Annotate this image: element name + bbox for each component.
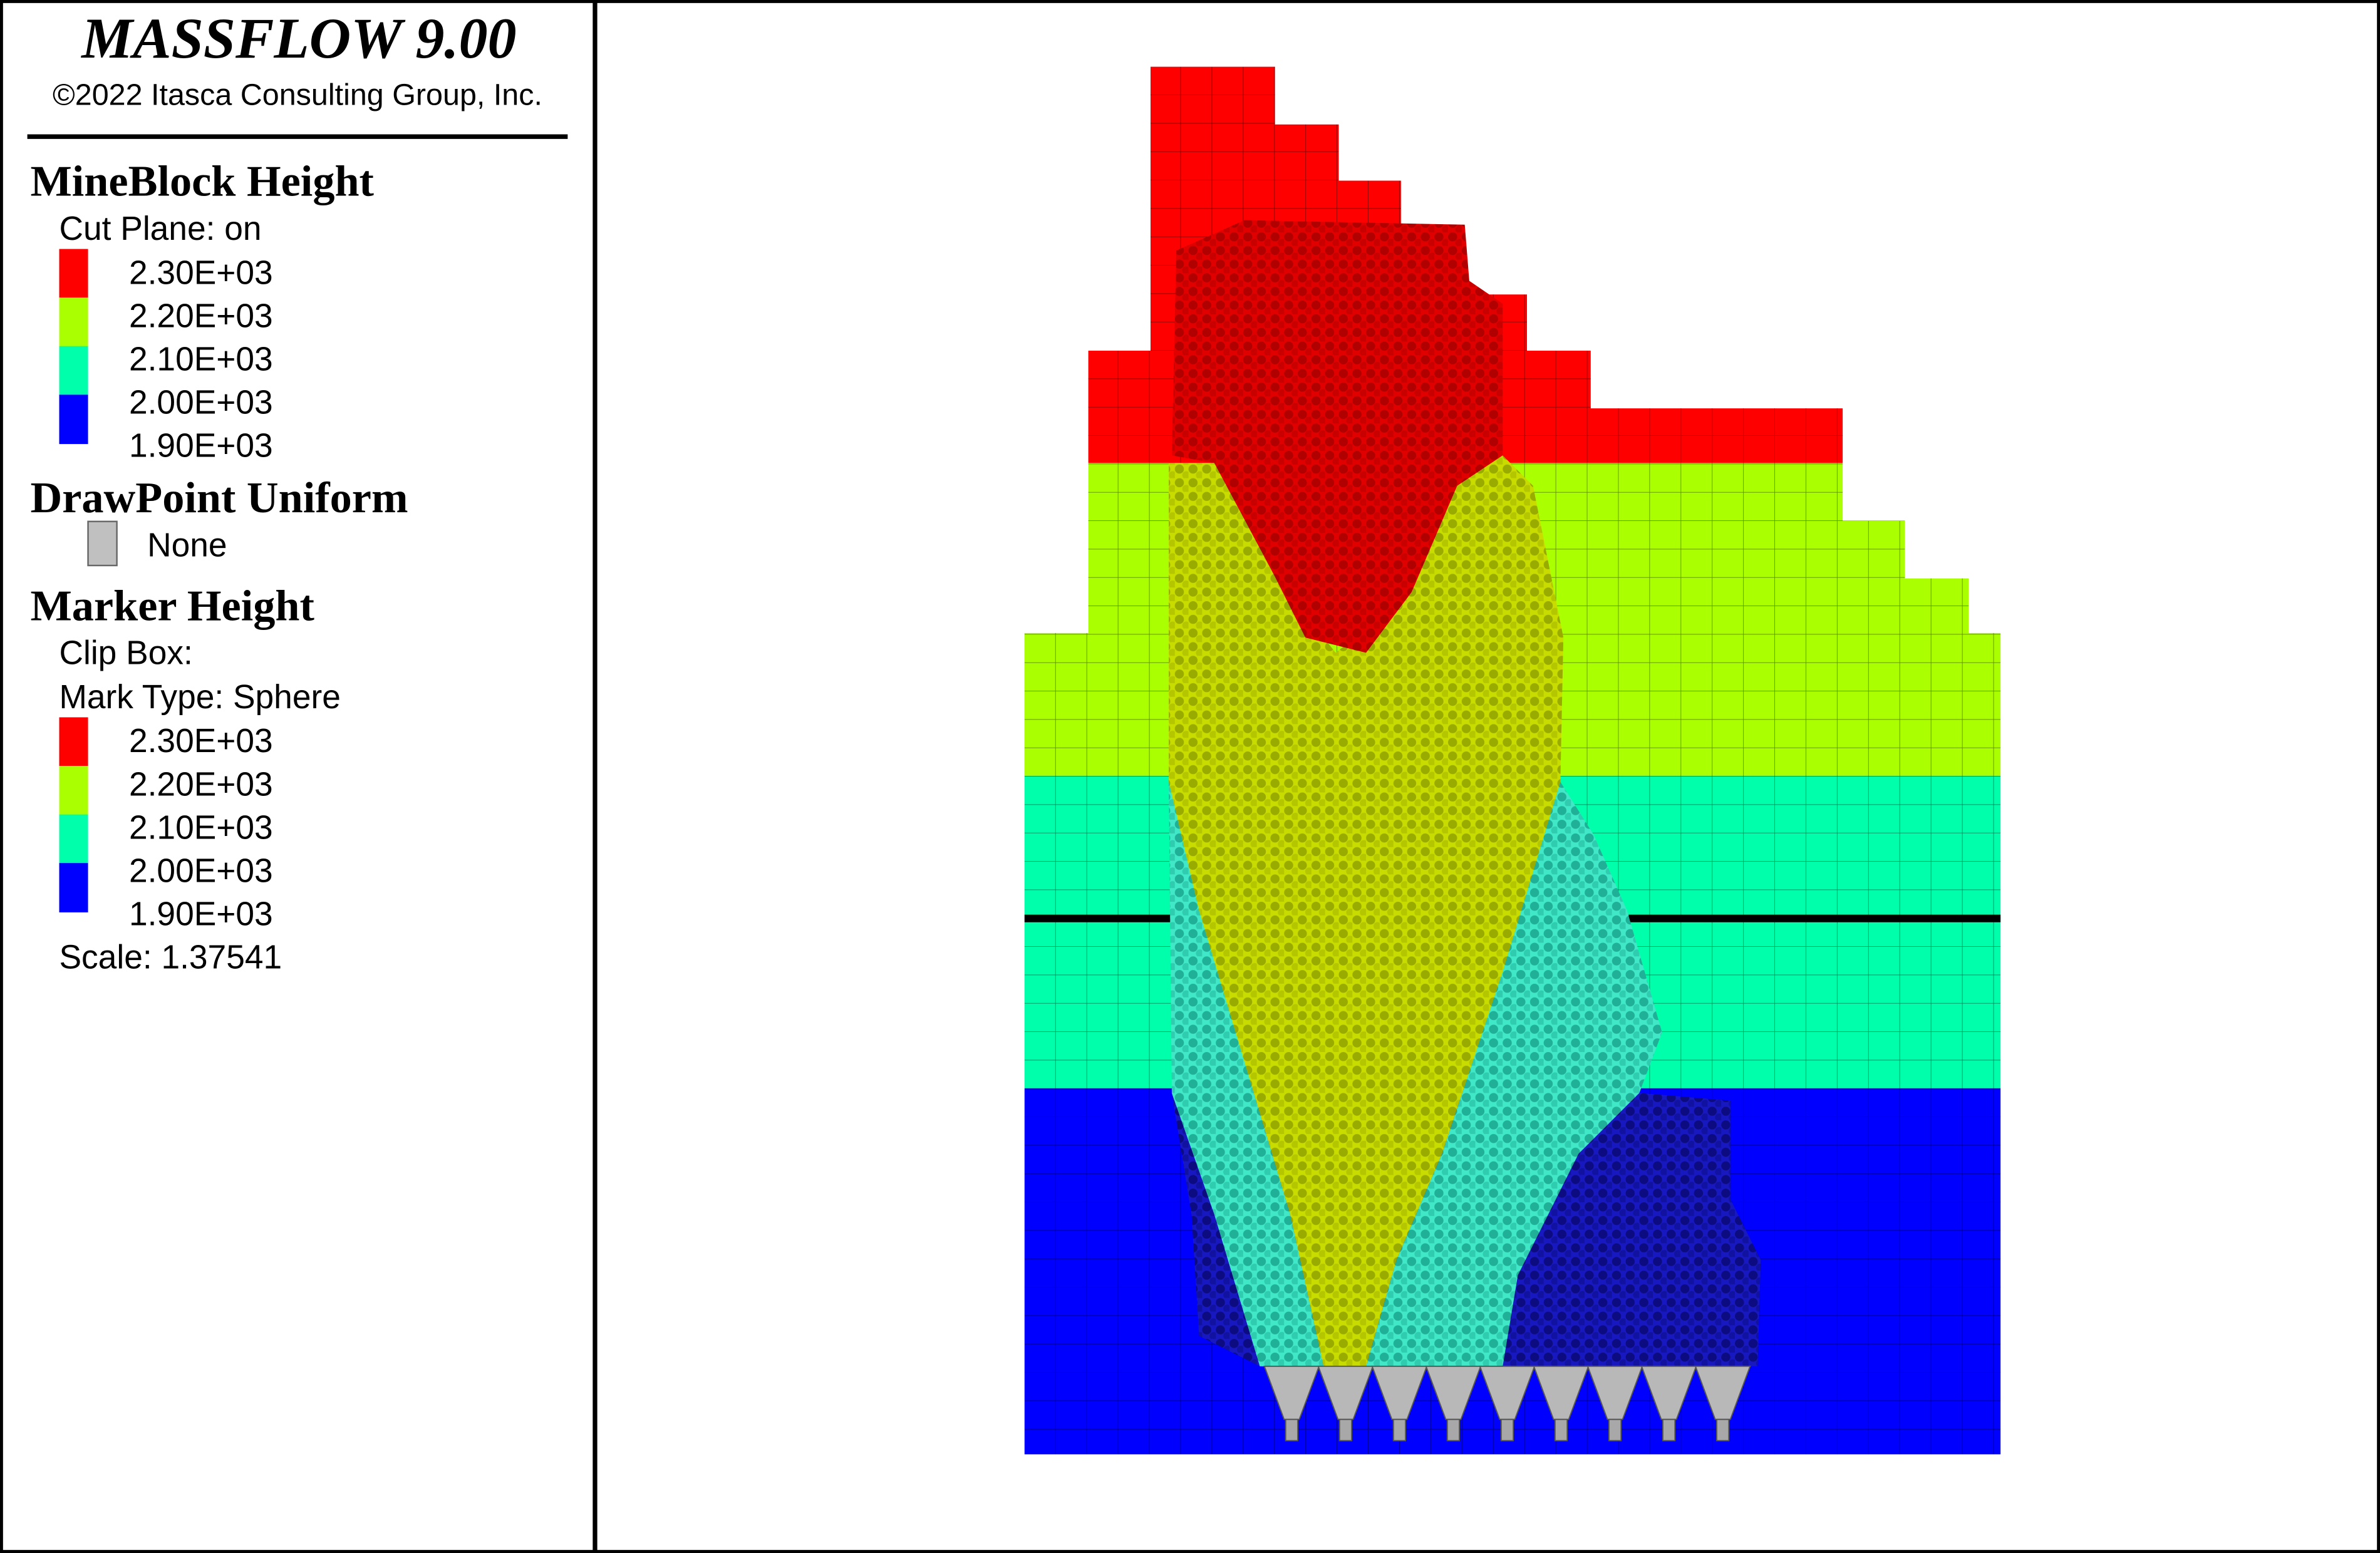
drawpoint-tube [1500,1418,1514,1442]
markers-blue [1503,1093,1761,1366]
legend-title: Marker Height [30,581,314,630]
drawpoint-tube [1662,1418,1676,1442]
copyright: ©2022 Itasca Consulting Group, Inc. [53,78,542,111]
legend-footer: Scale: 1.37541 [59,939,282,976]
drawpoint-tube [1608,1418,1622,1442]
legend-swatch [59,395,88,445]
drawpoint [1371,1365,1428,1420]
app-title: MASSFLOW 9.00 [80,6,516,70]
drawpoint-tube [1446,1418,1461,1442]
legend-swatch [59,863,88,912]
markers-red [1171,220,1503,653]
markers-cyan [1169,782,1324,1366]
drawpoint-tube [1285,1418,1299,1442]
drawpoint [1425,1365,1482,1420]
legend-label: 2.00E+03 [129,384,273,421]
legend-label: 2.00E+03 [129,852,273,889]
legend-title: MineBlock Height [30,157,374,206]
drawpoint [1694,1365,1751,1420]
legend-line: Clip Box: [59,635,193,672]
legend-label: 2.30E+03 [129,254,273,291]
legend-label: 2.20E+03 [129,297,273,334]
drawpoint-tube [1715,1418,1730,1442]
drawpoints [1263,1365,1751,1442]
legend-title: DrawPoint Uniform [30,473,408,522]
legend-label: None [147,527,227,564]
drawpoint [1479,1365,1536,1420]
drawpoint [1586,1365,1643,1420]
legend-label: 2.10E+03 [129,341,273,378]
drawpoint-tube [1392,1418,1407,1442]
legend-swatch [59,766,88,815]
legend-label: 2.30E+03 [129,723,273,760]
drawpoint-tube [1338,1418,1353,1442]
legend-label: 2.20E+03 [129,766,273,803]
legend-line: Mark Type: Sphere [59,679,341,716]
legend-label: 1.90E+03 [129,896,273,933]
drawpoint-tube [1554,1418,1568,1442]
legend-label: 2.10E+03 [129,809,273,846]
legend-swatch [59,814,88,864]
drawpoint [1640,1365,1697,1420]
drawpoint [1533,1365,1590,1420]
legend-label: 1.90E+03 [129,428,273,465]
legend-swatch [59,249,88,299]
markers-blue [1171,1093,1260,1366]
model-view [1024,66,2001,1455]
drawpoint [1317,1365,1374,1420]
legend-swatch [59,717,88,767]
drawpoint [1263,1365,1320,1420]
legend-line: Cut Plane: on [59,210,262,247]
legend-swatch [59,346,88,396]
legend-swatch [59,297,88,347]
legend: MineBlock Height Cut Plane: on 2.30E+03 2.2… [30,157,408,976]
markers-yellow [1169,455,1564,1366]
markers-cyan [1366,782,1662,1366]
legend-swatch [87,520,118,567]
